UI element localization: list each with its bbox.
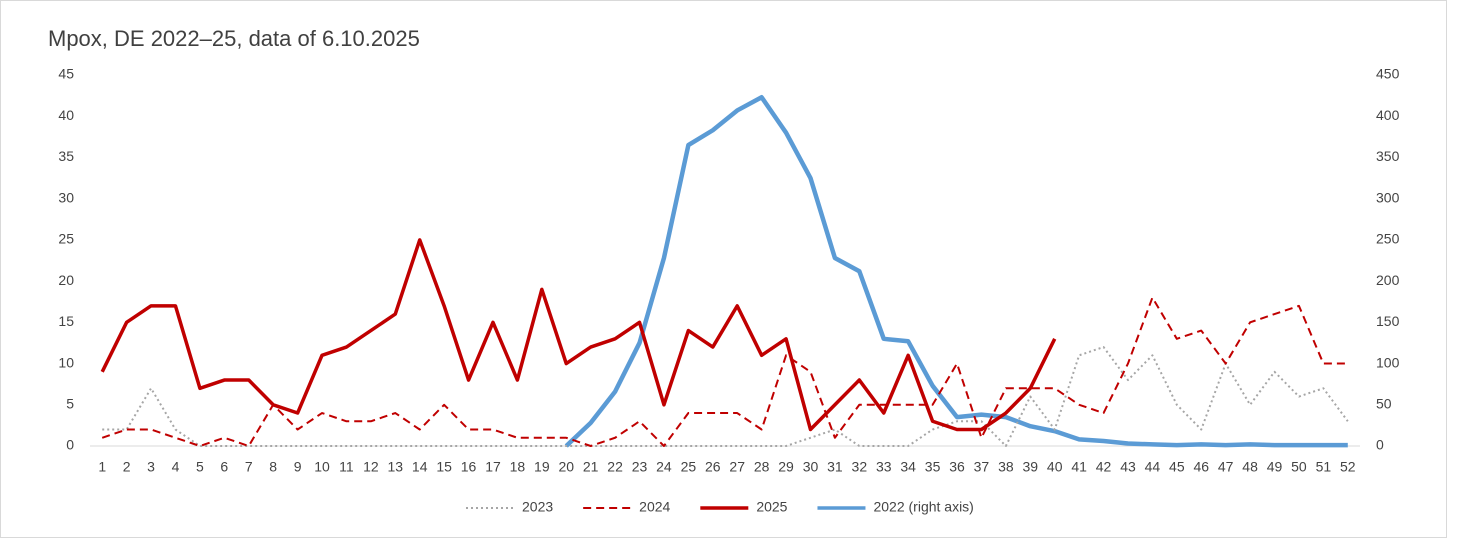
x-tick-label: 40	[1047, 459, 1063, 475]
y-tick-label: 30	[58, 189, 74, 205]
x-tick-label: 42	[1096, 459, 1112, 475]
y2-tick-label: 150	[1376, 313, 1400, 329]
y2-tick-label: 450	[1376, 66, 1400, 82]
x-tick-label: 4	[172, 459, 180, 475]
x-tick-label: 20	[558, 459, 574, 475]
x-tick-label: 27	[729, 459, 745, 475]
x-tick-label: 15	[436, 459, 452, 475]
series-line	[101, 296, 1348, 447]
x-tick-label: 34	[900, 459, 916, 475]
y2-tick-label: 400	[1376, 107, 1400, 123]
x-tick-label: 30	[803, 459, 819, 475]
legend-label: 2022 (right axis)	[873, 499, 973, 515]
x-tick-label: 19	[534, 459, 550, 475]
y2-tick-label: 0	[1376, 437, 1384, 453]
y-tick-label: 0	[66, 437, 74, 453]
x-tick-label: 52	[1340, 459, 1356, 475]
x-tick-label: 23	[632, 459, 648, 475]
x-tick-label: 41	[1071, 459, 1087, 475]
x-tick-label: 7	[245, 459, 253, 475]
x-tick-label: 8	[269, 459, 277, 475]
x-tick-label: 33	[876, 459, 892, 475]
x-tick-label: 38	[998, 459, 1014, 475]
x-tick-label: 36	[949, 459, 965, 475]
series-line	[100, 238, 1057, 432]
x-tick-label: 13	[387, 459, 403, 475]
x-tick-label: 32	[852, 459, 868, 475]
x-tick-label: 37	[974, 459, 990, 475]
y2-tick-label: 350	[1376, 148, 1400, 164]
y-tick-label: 20	[58, 272, 74, 288]
x-tick-label: 28	[754, 459, 770, 475]
y-tick-label: 10	[58, 354, 74, 370]
x-tick-label: 5	[196, 459, 204, 475]
y-tick-label: 25	[58, 231, 74, 247]
x-tick-label: 11	[339, 459, 354, 475]
x-tick-label: 35	[925, 459, 941, 475]
x-tick-label: 12	[363, 459, 379, 475]
y-tick-label: 15	[58, 313, 74, 329]
x-tick-label: 10	[314, 459, 330, 475]
x-tick-label: 22	[607, 459, 623, 475]
x-tick-label: 39	[1022, 459, 1038, 475]
legend-label: 2025	[756, 499, 787, 515]
x-tick-label: 18	[510, 459, 526, 475]
x-tick-label: 16	[461, 459, 477, 475]
y2-tick-label: 300	[1376, 189, 1400, 205]
y-tick-label: 40	[58, 107, 74, 123]
x-tick-label: 1	[98, 459, 106, 475]
x-tick-label: 21	[583, 459, 599, 475]
y2-tick-label: 50	[1376, 395, 1392, 411]
legend-label: 2024	[639, 499, 670, 515]
y2-tick-label: 200	[1376, 272, 1400, 288]
chart-title: Mpox, DE 2022–25, data of 6.10.2025	[48, 26, 420, 51]
x-tick-label: 45	[1169, 459, 1185, 475]
y-tick-label: 45	[58, 66, 74, 82]
x-tick-label: 9	[294, 459, 302, 475]
x-tick-label: 43	[1120, 459, 1136, 475]
x-tick-label: 47	[1218, 459, 1234, 475]
x-tick-label: 46	[1193, 459, 1209, 475]
x-tick-label: 14	[412, 459, 428, 475]
x-tick-label: 44	[1145, 459, 1161, 475]
x-tick-label: 49	[1267, 459, 1283, 475]
y2-tick-label: 250	[1376, 231, 1400, 247]
x-tick-label: 17	[485, 459, 501, 475]
series-line	[564, 95, 1348, 448]
x-tick-label: 51	[1316, 459, 1332, 475]
x-tick-label: 26	[705, 459, 721, 475]
x-tick-label: 2	[123, 459, 131, 475]
x-tick-label: 24	[656, 459, 672, 475]
x-tick-label: 50	[1291, 459, 1307, 475]
x-tick-label: 29	[778, 459, 794, 475]
y-tick-label: 35	[58, 148, 74, 164]
x-tick-label: 31	[827, 459, 843, 475]
x-tick-label: 6	[220, 459, 228, 475]
y2-tick-label: 100	[1376, 354, 1400, 370]
x-tick-label: 48	[1242, 459, 1258, 475]
y-tick-label: 5	[66, 395, 74, 411]
legend-label: 2023	[522, 499, 553, 515]
x-tick-label: 25	[681, 459, 697, 475]
x-tick-label: 3	[147, 459, 155, 475]
